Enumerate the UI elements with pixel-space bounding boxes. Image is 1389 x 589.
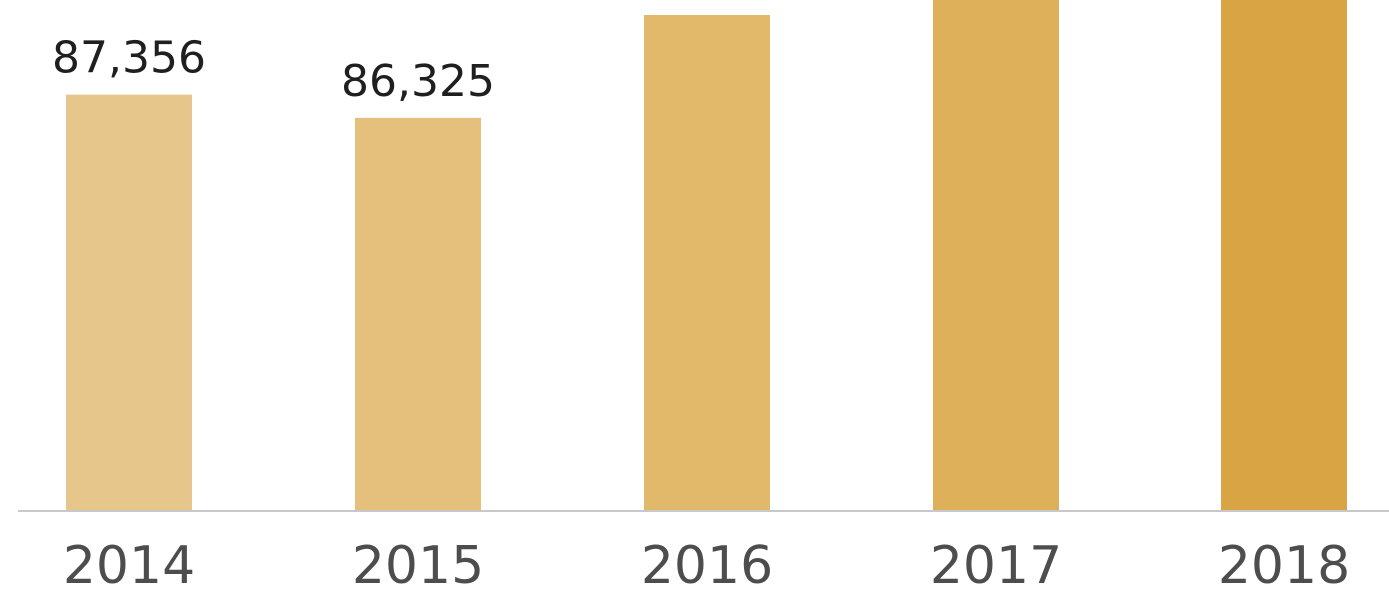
- bar-2016: [644, 14, 770, 512]
- value-label-2014: 87,356: [52, 33, 206, 84]
- value-label-2015: 86,325: [341, 56, 495, 107]
- x-tick-labels-group: 2014 2015 2016 2017 2018: [63, 536, 1350, 589]
- bar-2018: [1221, 0, 1347, 511]
- bars-group: [66, 0, 1347, 512]
- x-tick-label-2016: 2016: [641, 536, 773, 589]
- bar-2015: [355, 117, 481, 511]
- x-tick-label-2018: 2018: [1218, 536, 1350, 589]
- x-tick-label-2015: 2015: [352, 536, 484, 589]
- value-label-2016: 90,890: [630, 0, 784, 4]
- x-tick-label-2017: 2017: [930, 536, 1062, 589]
- bar-2014: [66, 94, 192, 511]
- x-tick-label-2014: 2014: [63, 536, 195, 589]
- bar-2017: [933, 0, 1059, 512]
